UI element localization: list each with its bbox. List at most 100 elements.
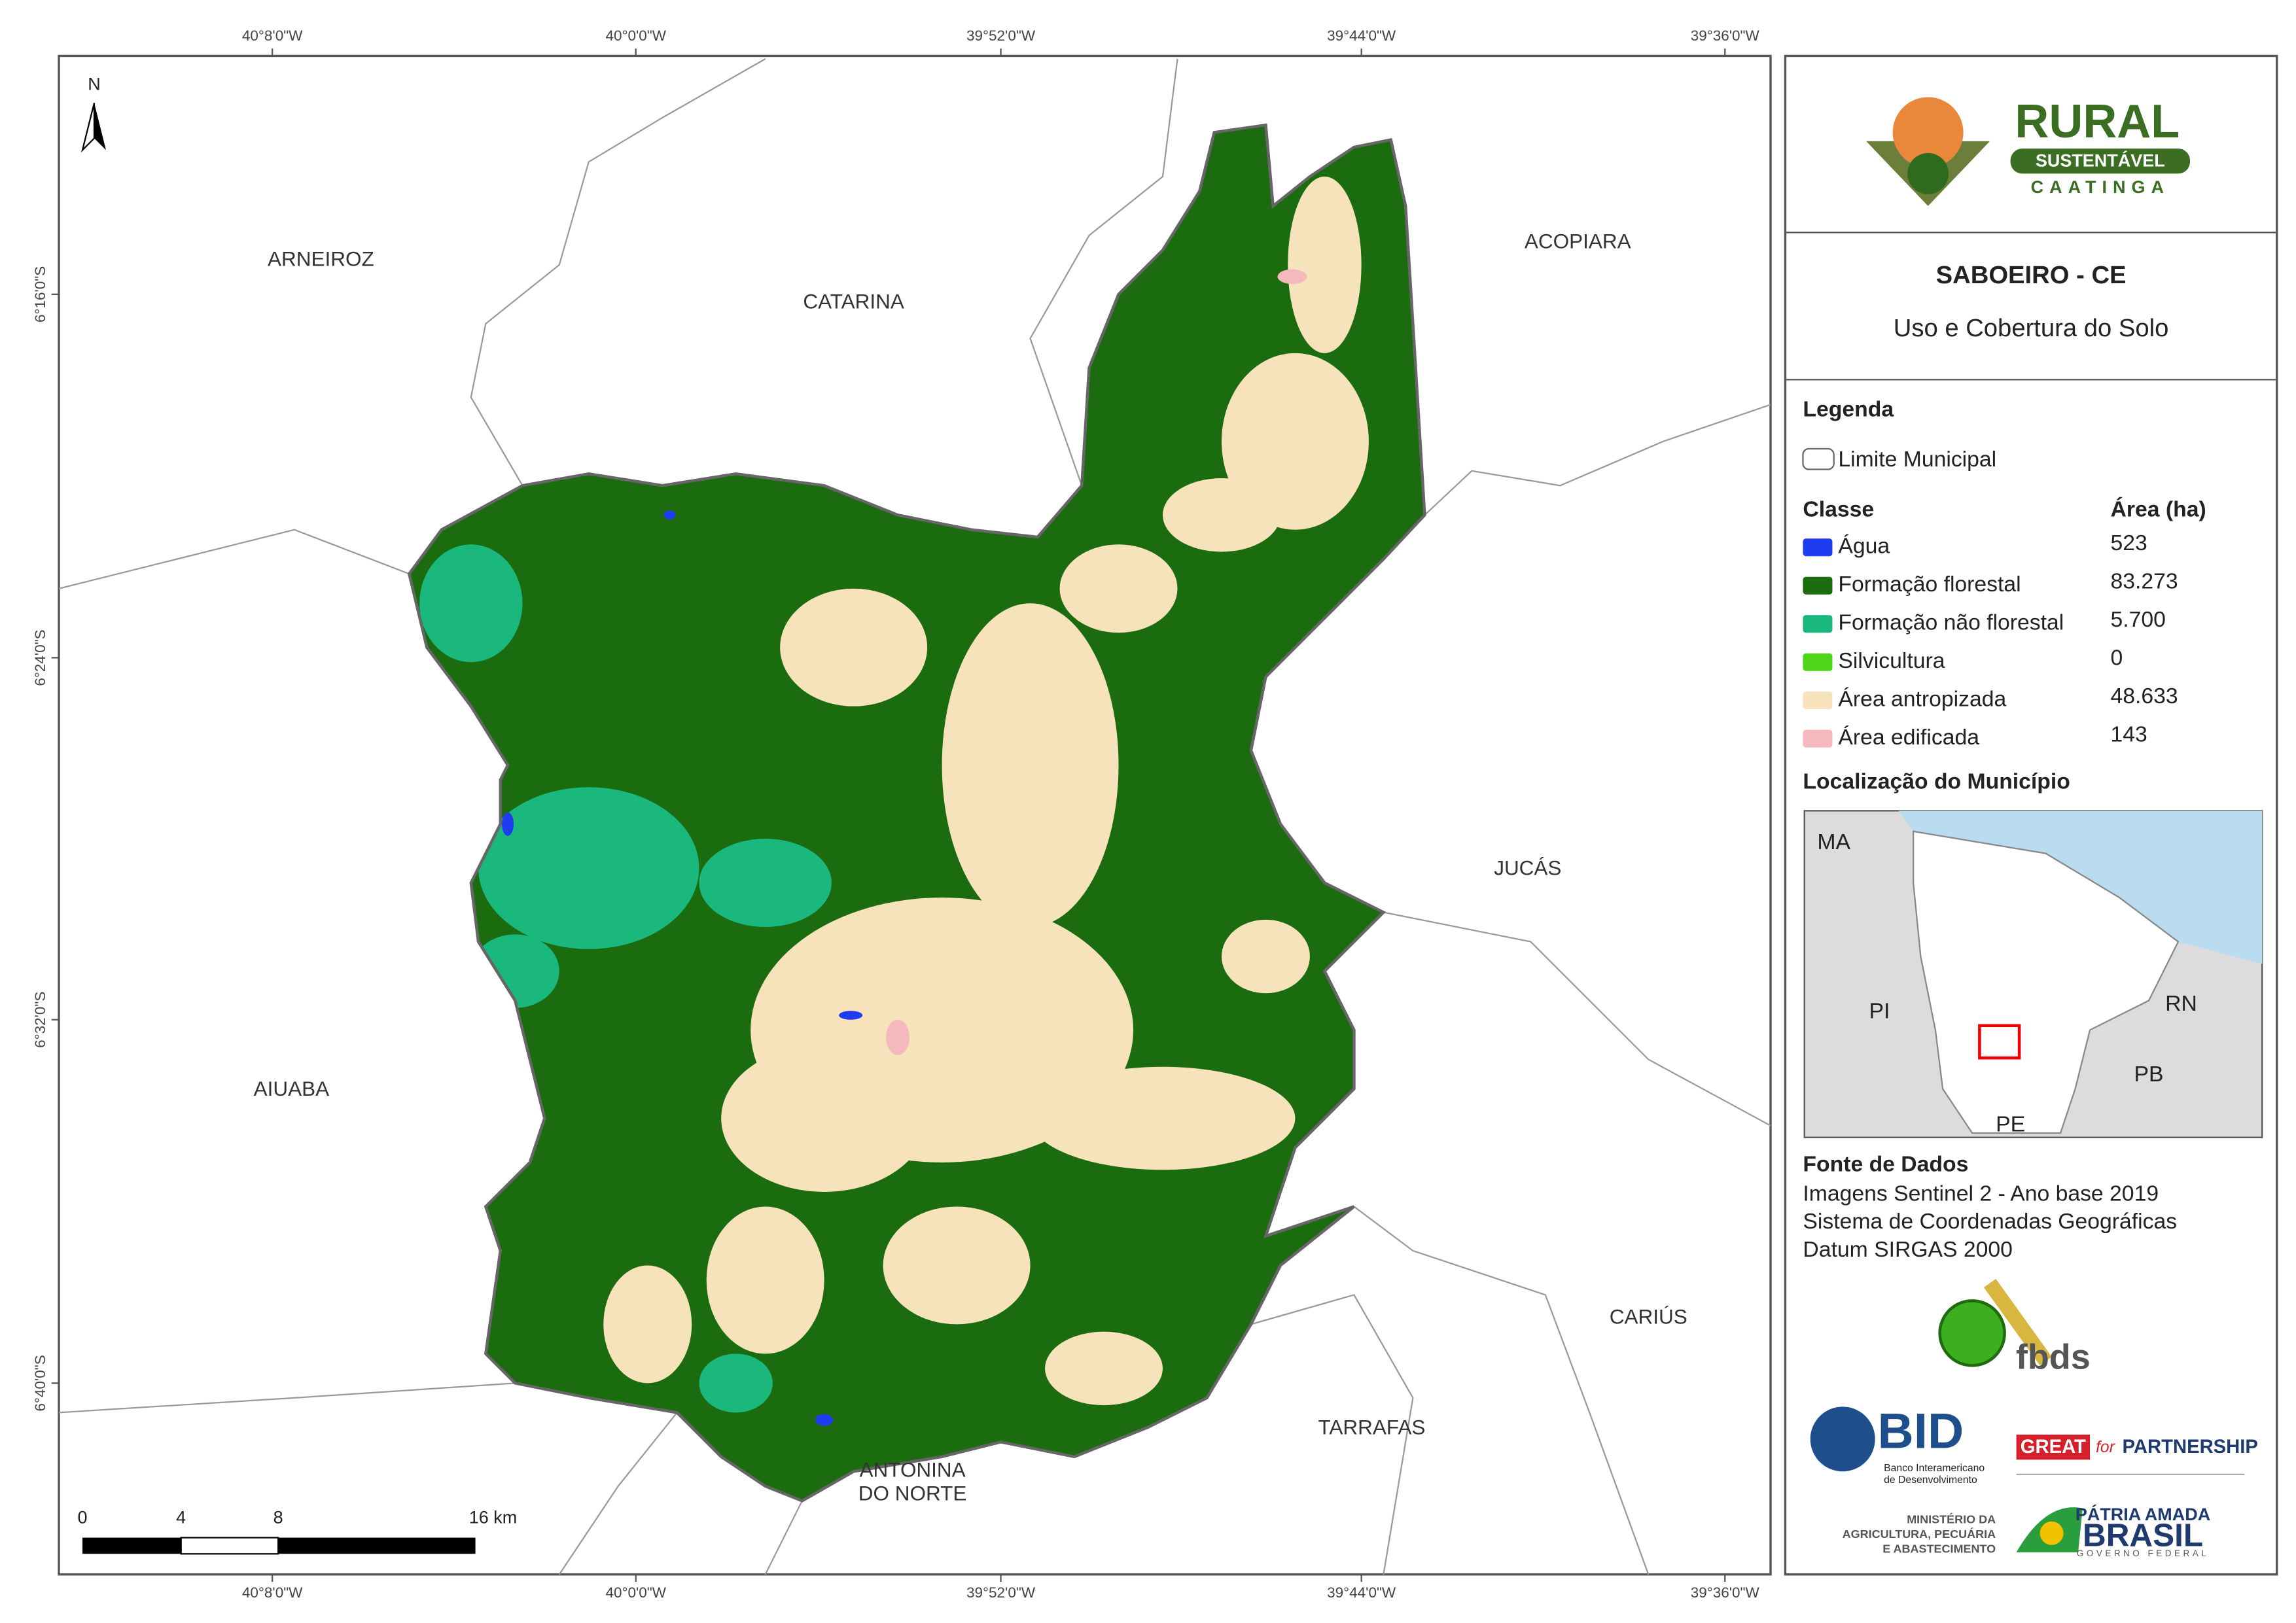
path-shape [558, 1412, 678, 1575]
neighbor-boundaries [58, 58, 1771, 1575]
place-label: JUCÁS [1494, 856, 1561, 880]
non-forest-area [699, 1353, 773, 1413]
y-coord-label: 6°32'0"S [32, 992, 48, 1048]
legend-class-area: 48.633 [2111, 684, 2178, 708]
legend-class-area: 143 [2111, 722, 2147, 747]
path-shape [470, 58, 766, 486]
map-title: SABOEIRO - CE [1936, 261, 2127, 289]
place-label: TARRAFAS [1318, 1415, 1425, 1439]
legend-swatch [1803, 615, 1833, 633]
place-label: ACOPIARA [1525, 229, 1631, 253]
y-coord-label: 6°16'0"S [32, 266, 48, 323]
text-shape: PÁTRIA AMADA [2075, 1504, 2210, 1524]
anthropized-area [706, 1206, 824, 1354]
legend-class-area: 83.273 [2111, 569, 2178, 594]
x-coord-label: 40°0'0"W [605, 1584, 666, 1601]
anthropized-area [780, 588, 928, 707]
place-label: AIUABA [254, 1077, 329, 1100]
circle-shape [1892, 97, 1964, 168]
text-shape: fbds [2016, 1338, 2091, 1377]
sources: Imagens Sentinel 2 - Ano base 2019 Sistem… [1803, 1181, 2177, 1261]
text-shape: for [2096, 1439, 2116, 1456]
place-label: DO NORTE [858, 1482, 967, 1505]
circle-shape [1938, 1299, 2006, 1367]
scale-label: 4 [176, 1507, 186, 1527]
anthropized-area [1030, 1066, 1296, 1170]
legend-swatch [1803, 729, 1833, 748]
water-area [502, 812, 514, 836]
non-forest-area [699, 839, 832, 928]
legend-swatch [1803, 653, 1833, 671]
rect-shape [2016, 1435, 2091, 1460]
x-coord-label: 40°8'0"W [242, 1584, 303, 1601]
path-shape [1383, 911, 1771, 1126]
non-forest-area [419, 544, 523, 663]
sources-title: Fonte de Dados [1803, 1151, 1968, 1176]
path-shape [764, 1500, 803, 1575]
rural-logo: RURAL SUSTENTÁVEL CAATINGA [1866, 96, 2191, 206]
x-coord-label: 39°36'0"W [1691, 27, 1760, 44]
map-subtitle: Uso e Cobertura do Solo [1894, 314, 2169, 342]
source-line: Imagens Sentinel 2 - Ano base 2019 [1803, 1181, 2159, 1206]
anthropized-area [1288, 176, 1362, 353]
text-shape: GOVERNO FEDERAL [2077, 1548, 2209, 1558]
class-header: Classe [1803, 497, 1874, 521]
legend-swatch [1803, 538, 1833, 557]
legend-class-name: Área antropizada [1838, 687, 2006, 712]
built-area [1277, 269, 1307, 285]
legend-class-area: 523 [2111, 531, 2147, 555]
legend-class-area: 5.700 [2111, 607, 2166, 632]
x-coord-label: 39°52'0"W [966, 1584, 1036, 1601]
government-logos: MINISTÉRIO DA AGRICULTURA, PECUÁRIA E AB… [1843, 1504, 2211, 1558]
boundary-label: Limite Municipal [1838, 447, 1996, 472]
rect-shape [1978, 1024, 2021, 1060]
text-shape: GREAT [2021, 1437, 2086, 1457]
x-coord-label: 40°0'0"W [605, 27, 666, 44]
anthropized-area [883, 1206, 1031, 1325]
legend-class-name: Água [1838, 534, 1890, 559]
circle-shape [2040, 1521, 2064, 1545]
text-shape: CAATINGA [2031, 177, 2170, 197]
anthropized-area [721, 1045, 928, 1192]
path-shape [1898, 811, 2263, 964]
legend-class-name: Área edificada [1838, 725, 1979, 750]
rect-shape [2010, 148, 2191, 174]
path-shape [1029, 58, 1178, 486]
path-shape [58, 1382, 516, 1414]
legend-rows: Água 523 Formação florestal 83.273 Formação … [1803, 531, 2178, 750]
location-title: Localização do Município [1803, 769, 2070, 794]
boundary-swatch [1802, 447, 1835, 470]
anthropized-area [942, 603, 1119, 928]
text-shape: BRASIL [2083, 1518, 2203, 1554]
x-coord-label: 39°52'0"W [966, 27, 1036, 44]
bid-logo: BID Banco Interamericano de Desenvolvime… [1810, 1403, 1985, 1486]
scale-bar: 0 4 8 16 km [77, 1507, 517, 1555]
x-coord-label: 39°44'0"W [1327, 1584, 1396, 1601]
state-label: PI [1869, 998, 1890, 1023]
g-shape: MA PI RN PB PE [1817, 829, 2197, 1137]
place-label: ARNEIROZ [268, 247, 374, 270]
text-shape: AGRICULTURA, PECUÁRIA [1843, 1527, 1996, 1541]
y-coord-label: 6°24'0"S [32, 629, 48, 686]
text-shape: PARTNERSHIP [2123, 1437, 2258, 1457]
path-shape [1353, 1206, 1650, 1575]
anthropized-area [603, 1265, 692, 1384]
text-shape: SUSTENTÁVEL [2036, 150, 2165, 171]
path-shape [1424, 404, 1771, 516]
circle-shape [1810, 1406, 1875, 1472]
x-coord-label: 39°36'0"W [1691, 1584, 1760, 1601]
text-shape: de Desenvolvimento [1884, 1475, 1977, 1486]
text-shape: E ABASTECIMENTO [1882, 1542, 1996, 1555]
legend-swatch [1803, 691, 1833, 710]
place-label: CARIÚS [1610, 1305, 1687, 1329]
state-label: MA [1817, 829, 1850, 854]
legend-swatch [1803, 576, 1833, 595]
location-inset: MA PI RN PB PE [1803, 810, 2263, 1138]
y-coord-label: 6°40'0"S [32, 1355, 48, 1411]
x-coord-label: 39°44'0"W [1327, 27, 1396, 44]
water-area [663, 510, 676, 520]
legend-class-name: Formação florestal [1838, 572, 2021, 597]
built-area [886, 1019, 910, 1055]
anthropized-area [1221, 353, 1369, 530]
anthropized-area [1221, 919, 1310, 994]
